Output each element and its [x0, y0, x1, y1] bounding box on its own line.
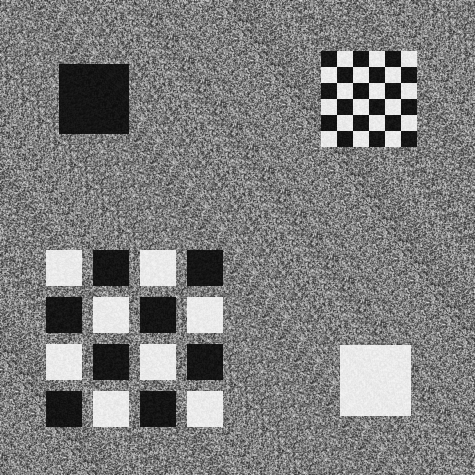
noisy-test-image: [0, 0, 475, 475]
grain-overlay: [0, 0, 475, 475]
